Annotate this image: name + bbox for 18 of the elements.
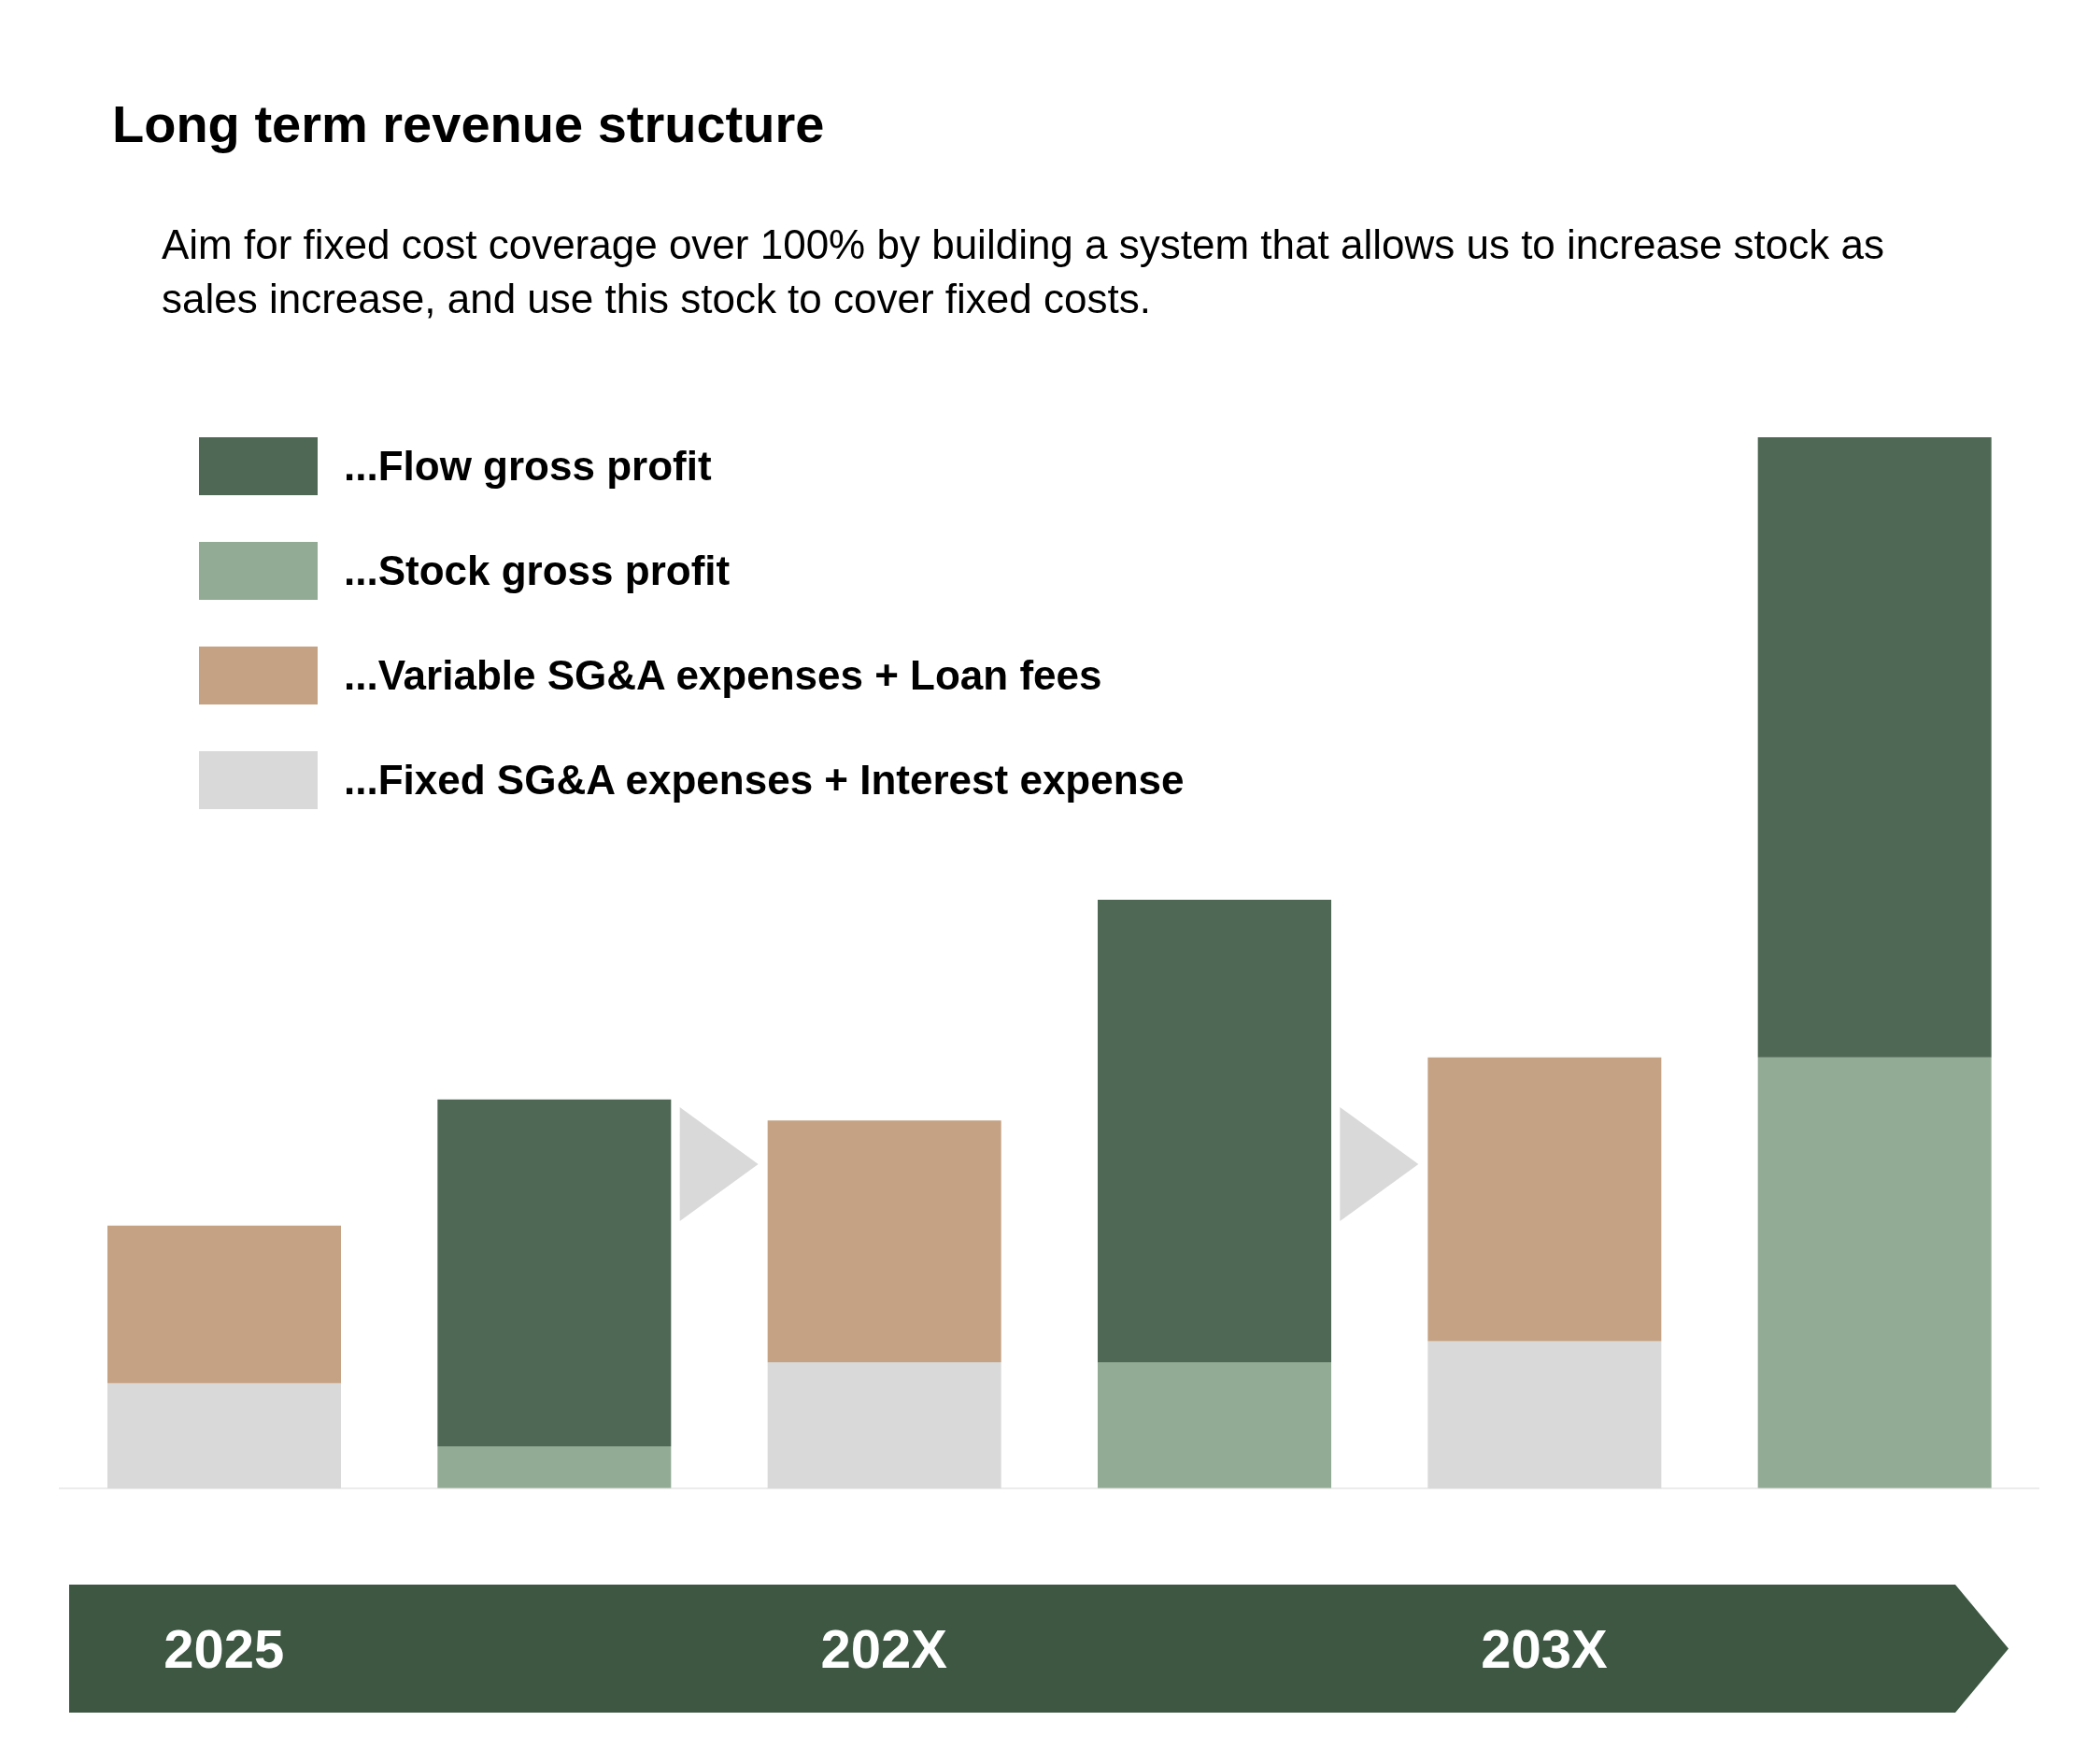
legend-label: ...Variable SG&A expenses + Loan fees: [344, 652, 1102, 699]
chart-title: Long term revenue structure: [112, 93, 825, 154]
bar: [1427, 1057, 1662, 1342]
bar: [1098, 1362, 1331, 1488]
bar: [1098, 900, 1331, 1362]
legend-label: ...Fixed SG&A expenses + Interest expense: [344, 757, 1185, 804]
legend-label: ...Flow gross profit: [344, 443, 712, 490]
bar: [107, 1225, 341, 1384]
bar: [1757, 1057, 1992, 1488]
bar: [767, 1120, 1001, 1362]
x-tick-label: 203X: [1481, 1618, 1609, 1679]
bar: [437, 1099, 672, 1446]
chart-subtitle: Aim for fixed cost coverage over 100% by building a system that allows us to increase stock as sales increase, and use this stock to cover fixed costs.: [162, 220, 1885, 323]
legend-label: ...Stock gross profit: [344, 548, 731, 594]
bar: [437, 1446, 672, 1488]
bar: [1757, 437, 1992, 1058]
x-tick-label: 202X: [820, 1618, 948, 1679]
x-tick-label: 2025: [163, 1618, 285, 1679]
